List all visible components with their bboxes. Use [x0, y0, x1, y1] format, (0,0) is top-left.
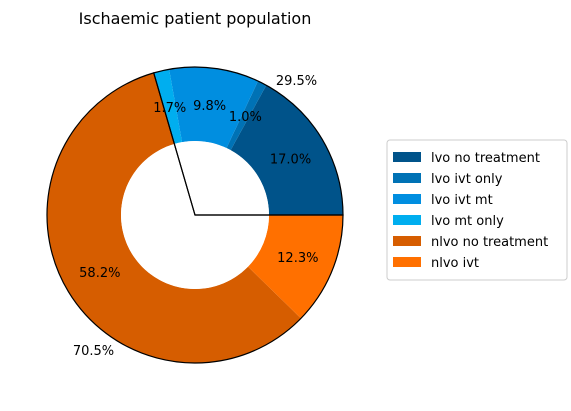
slice-label-nlvo-ivt: 12.3% [277, 251, 318, 266]
legend-label-nlvo-no-treatment: nlvo no treatment [431, 235, 548, 250]
slice-label-lvo-no-treatment: 17.0% [270, 152, 311, 167]
group-label-1: 29.5% [276, 74, 317, 89]
wedge-lvo-mt-only [153, 69, 183, 144]
group-outline-2 [46, 72, 344, 364]
legend-label-lvo-ivt-mt: lvo ivt mt [431, 193, 493, 208]
slice-percent-labels: 17.0% 1.0%9.8% 1.7% 58.2% 12.3% [79, 99, 318, 281]
legend-swatch-lvo-mt-only [393, 215, 421, 225]
pie-wedges [47, 66, 343, 364]
group-outline-1 [152, 66, 344, 216]
chart-title: Ischaemic patient population [79, 9, 312, 28]
wedge-lvo-ivt-only [226, 81, 267, 151]
wedge-lvo-ivt-mt [169, 66, 259, 149]
group-outlines [46, 66, 344, 364]
legend-swatch-lvo-ivt-only [393, 173, 421, 183]
legend-swatch-lvo-no-treatment [393, 152, 421, 162]
legend-label-lvo-mt-only: lvo mt only [431, 214, 504, 229]
wedge-nlvo-ivt [247, 215, 343, 319]
slice-label-lvo-mt-only: 1.7% [153, 101, 186, 116]
legend-swatch-lvo-ivt-mt [393, 194, 421, 204]
legend-swatch-nlvo-no-treatment [393, 236, 421, 246]
group-label-2: 70.5% [73, 344, 114, 359]
legend-frame [386, 139, 568, 281]
slice-label-nlvo-no-treatment: 58.2% [79, 266, 120, 281]
legend-swatch-nlvo-ivt [393, 257, 421, 267]
wedge-lvo-no-treatment [230, 85, 343, 215]
legend-label-lvo-ivt-only: lvo ivt only [431, 172, 503, 187]
legend-label-lvo-no-treatment: lvo no treatment [431, 151, 540, 166]
legend-label-nlvo-ivt: nlvo ivt [431, 256, 479, 271]
slice-label-lvo-ivt-only: 1.0% [229, 110, 262, 125]
wedge-nlvo-no-treatment [47, 72, 301, 364]
slice-label-lvo-ivt-mt: 9.8% [193, 99, 226, 114]
legend: lvo no treatment lvo ivt only lvo ivt mt lv… [386, 139, 568, 281]
group-percent-labels: 29.5% 70.5% [73, 74, 317, 359]
